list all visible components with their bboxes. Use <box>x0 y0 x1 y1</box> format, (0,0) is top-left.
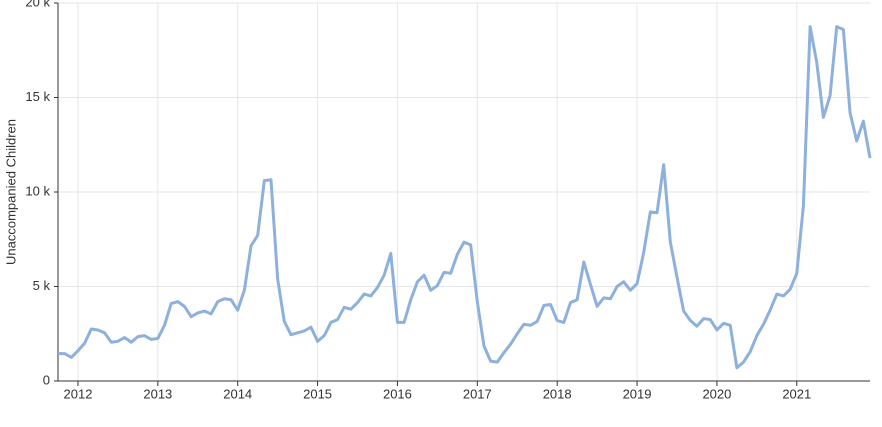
x-tick-label: 2021 <box>782 386 811 401</box>
y-tick-label: 15 k <box>25 89 50 104</box>
y-tick-label: 0 <box>43 372 50 387</box>
x-tick-label: 2017 <box>463 386 492 401</box>
y-axis-label: Unaccompanied Children <box>3 119 18 265</box>
y-tick-label: 5 k <box>33 278 51 293</box>
x-tick-label: 2015 <box>303 386 332 401</box>
x-tick-label: 2019 <box>623 386 652 401</box>
x-tick-label: 2014 <box>223 386 252 401</box>
x-tick-label: 2016 <box>383 386 412 401</box>
x-tick-label: 2012 <box>64 386 93 401</box>
data-line <box>58 25 872 370</box>
y-tick-label: 20 k <box>25 0 50 9</box>
y-tick-label: 10 k <box>25 183 50 198</box>
x-tick-label: 2013 <box>143 386 172 401</box>
x-tick-label: 2018 <box>543 386 572 401</box>
x-tick-label: 2020 <box>702 386 731 401</box>
